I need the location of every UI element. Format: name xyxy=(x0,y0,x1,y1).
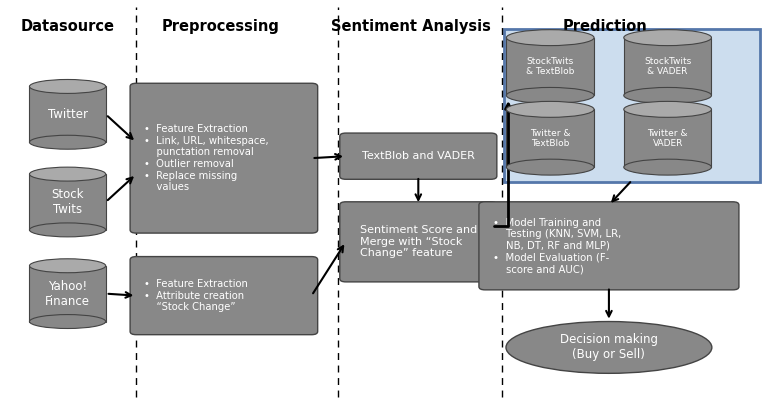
Text: Twitter: Twitter xyxy=(48,108,88,121)
Text: •  Model Training and
    Testing (KNN, SVM, LR,
    NB, DT, RF and MLP)
•  Mode: • Model Training and Testing (KNN, SVM, … xyxy=(492,218,621,274)
Ellipse shape xyxy=(506,322,712,373)
Ellipse shape xyxy=(29,223,106,237)
Ellipse shape xyxy=(506,159,594,175)
Ellipse shape xyxy=(29,315,106,328)
Text: StockTwits
& TextBlob: StockTwits & TextBlob xyxy=(526,57,574,76)
Text: Sentiment Analysis: Sentiment Analysis xyxy=(331,19,491,34)
Ellipse shape xyxy=(624,159,711,175)
Ellipse shape xyxy=(29,167,106,181)
Ellipse shape xyxy=(29,80,106,93)
Ellipse shape xyxy=(506,101,594,117)
Ellipse shape xyxy=(506,29,594,46)
FancyBboxPatch shape xyxy=(339,133,497,179)
Text: Prediction: Prediction xyxy=(563,19,647,34)
FancyBboxPatch shape xyxy=(479,202,739,290)
Text: StockTwits
& VADER: StockTwits & VADER xyxy=(644,57,691,76)
Text: Sentiment Score and
Merge with “Stock
Change” feature: Sentiment Score and Merge with “Stock Ch… xyxy=(359,225,477,259)
FancyBboxPatch shape xyxy=(624,109,711,167)
Text: Twitter &
VADER: Twitter & VADER xyxy=(647,128,688,148)
FancyBboxPatch shape xyxy=(130,83,318,233)
FancyBboxPatch shape xyxy=(339,202,497,282)
Ellipse shape xyxy=(506,87,594,103)
Text: Yahoo!
Finance: Yahoo! Finance xyxy=(45,280,90,307)
Ellipse shape xyxy=(624,87,711,103)
FancyBboxPatch shape xyxy=(29,174,106,230)
Text: Decision making
(Buy or Sell): Decision making (Buy or Sell) xyxy=(560,333,658,362)
Ellipse shape xyxy=(624,101,711,117)
FancyBboxPatch shape xyxy=(130,257,318,335)
FancyBboxPatch shape xyxy=(506,38,594,95)
FancyBboxPatch shape xyxy=(29,266,106,322)
FancyBboxPatch shape xyxy=(624,38,711,95)
Ellipse shape xyxy=(624,29,711,46)
Text: •  Feature Extraction
•  Attribute creation
    “Stock Change”: • Feature Extraction • Attribute creatio… xyxy=(144,279,248,312)
FancyBboxPatch shape xyxy=(506,109,594,167)
Text: Preprocessing: Preprocessing xyxy=(161,19,279,34)
FancyBboxPatch shape xyxy=(29,86,106,142)
Ellipse shape xyxy=(29,259,106,273)
Text: •  Feature Extraction
•  Link, URL, whitespace,
    punctation removal
•  Outlie: • Feature Extraction • Link, URL, whites… xyxy=(144,124,269,192)
Text: Twitter &
TextBlob: Twitter & TextBlob xyxy=(530,128,571,148)
FancyBboxPatch shape xyxy=(505,29,760,182)
Text: Datasource: Datasource xyxy=(21,19,114,34)
Ellipse shape xyxy=(29,135,106,149)
Text: TextBlob and VADER: TextBlob and VADER xyxy=(362,151,475,161)
Text: Stock
Twits: Stock Twits xyxy=(51,188,84,216)
